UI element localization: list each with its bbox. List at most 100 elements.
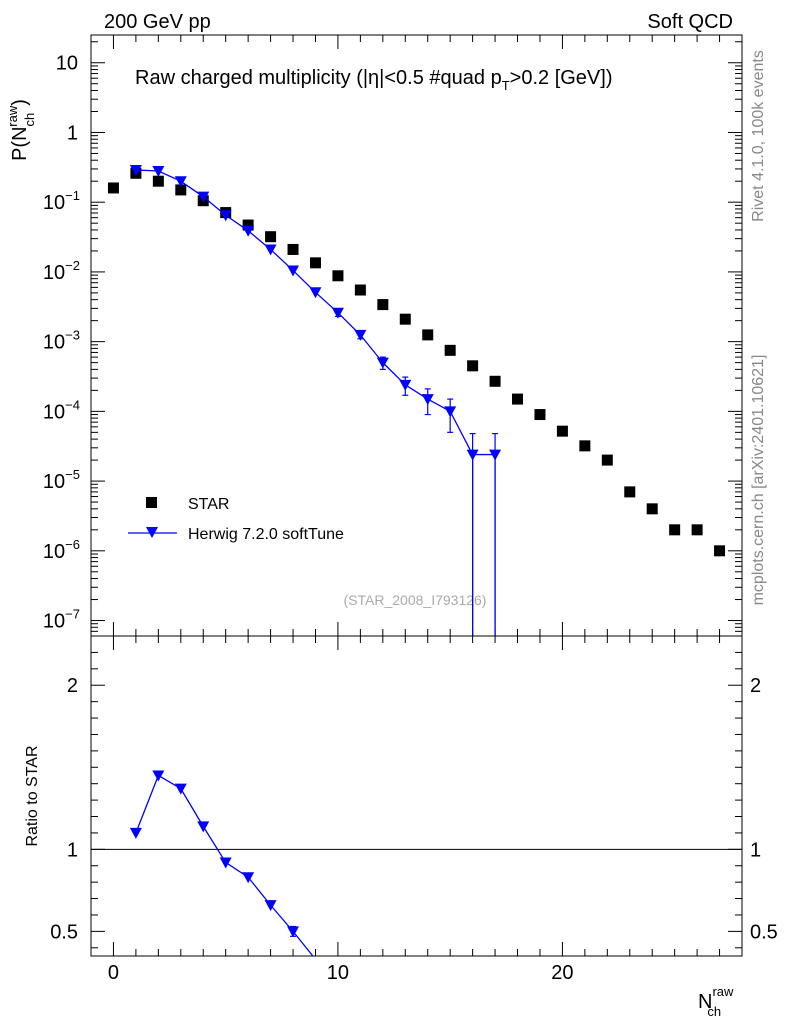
herwig-ratio-point (129, 827, 142, 839)
star-point (444, 344, 456, 356)
star-point (624, 486, 636, 498)
main-ytick-label: 10 (56, 53, 78, 75)
ratio-ytick-label-left: 1 (67, 839, 78, 861)
ytick-exponent: −5 (65, 467, 80, 482)
herwig-ratio-point (174, 783, 187, 795)
star-point (512, 393, 524, 405)
herwig-point (287, 265, 300, 277)
herwig-point (129, 164, 142, 176)
herwig-point (309, 287, 322, 299)
star-point (287, 243, 299, 255)
ytick-exponent: −6 (65, 537, 80, 552)
ylabel-sup: raw (5, 105, 20, 127)
star-series (107, 167, 726, 557)
herwig-point (152, 166, 165, 178)
ylabel-main: P(N (9, 126, 31, 160)
xtick-label: 10 (327, 962, 349, 984)
legend-herwig-marker (146, 527, 158, 538)
xlabel-sup: raw (712, 984, 734, 999)
star-point (579, 440, 591, 452)
chart-title: Raw charged multiplicity (|η|<0.5 #quad … (135, 67, 613, 93)
herwig-point (376, 357, 389, 369)
main-ytick-label: 10−2 (43, 258, 80, 284)
mcplots-label: mcplots.cern.ch [arXiv:2401.10621] (750, 355, 767, 606)
legend: STAR Herwig 7.2.0 softTune (128, 496, 344, 543)
ytick-base: 10 (43, 262, 65, 284)
herwig-point (421, 394, 434, 406)
analysis-watermark: (STAR_2008_I793126) (344, 592, 487, 608)
star-point (489, 375, 501, 387)
ytick-exponent: −1 (65, 188, 80, 203)
star-point (332, 270, 344, 282)
star-point (646, 503, 658, 515)
star-point (601, 454, 613, 466)
herwig-point (354, 329, 367, 341)
ratio-ylabel: Ratio to STAR (24, 745, 41, 846)
main-ylabel: P(Nchraw) (5, 99, 37, 161)
main-ytick-label: 10−1 (43, 188, 80, 214)
star-point (691, 524, 703, 536)
title-pre: Raw charged multiplicity (| (135, 67, 368, 89)
xlabel-sub: ch (707, 1004, 721, 1019)
ytick-base: 10 (43, 541, 65, 563)
ratio-panel-frame (90, 635, 743, 957)
main-ytick-label: 10−5 (43, 467, 80, 493)
ytick-exponent: −3 (65, 328, 80, 343)
star-point (175, 184, 187, 196)
ytick-base: 10 (56, 53, 78, 75)
star-point (354, 284, 366, 296)
title-mid: |<0.5 #quad p (379, 67, 502, 89)
herwig-ratio-point (152, 770, 165, 782)
legend-star-marker (146, 497, 157, 508)
herwig-point (444, 406, 457, 418)
header-right: Soft QCD (647, 11, 733, 33)
main-ytick-label: 10−3 (43, 328, 80, 354)
ytick-base: 10 (43, 332, 65, 354)
legend-herwig-label: Herwig 7.2.0 softTune (188, 526, 344, 543)
main-ytick-label: 10−6 (43, 537, 80, 563)
ratio-axis-ticks (90, 636, 743, 956)
main-ytick-label: 10−7 (43, 607, 80, 633)
herwig-ratio-point (264, 900, 277, 912)
herwig-ratio-point (197, 821, 210, 833)
xtick-label: 0 (108, 962, 119, 984)
herwig-point (174, 176, 187, 188)
herwig-point (219, 210, 232, 222)
title-eta: η (368, 67, 379, 89)
ylabel-sub: ch (22, 113, 37, 127)
ytick-base: 10 (43, 611, 65, 633)
star-point (399, 313, 411, 325)
main-ytick-label: 10−4 (43, 397, 80, 423)
star-point (422, 329, 434, 341)
xlabel: Nraw ch (698, 984, 734, 1019)
herwig-ratio-point (219, 857, 232, 869)
star-point (107, 182, 119, 194)
ytick-base: 10 (43, 192, 65, 214)
star-point (265, 231, 277, 243)
star-point (377, 299, 389, 311)
herwig-series (129, 164, 502, 636)
ratio-ytick-label-left: 0.5 (50, 921, 78, 943)
ytick-exponent: −2 (65, 258, 80, 273)
legend-star-label: STAR (188, 496, 229, 513)
herwig-point (399, 379, 412, 391)
herwig-point (331, 307, 344, 319)
ratio-ytick-label-right: 1 (750, 839, 761, 861)
star-point (152, 175, 164, 187)
ytick-base: 10 (43, 471, 65, 493)
ratio-ytick-label-right: 0.5 (750, 921, 778, 943)
star-point (556, 425, 568, 437)
herwig-point (197, 191, 210, 203)
ratio-ytick-label-right: 2 (750, 675, 761, 697)
title-sub: T (502, 78, 510, 93)
star-point (534, 409, 546, 421)
xlabel-main: N (698, 991, 712, 1013)
herwig-ratio-point (287, 926, 300, 938)
header-left: 200 GeV pp (104, 11, 211, 33)
star-point (467, 360, 479, 372)
rivet-label: Rivet 4.1.0, 100k events (750, 50, 767, 222)
herwig-ratio-series (129, 770, 314, 957)
main-panel-frame (90, 34, 743, 637)
